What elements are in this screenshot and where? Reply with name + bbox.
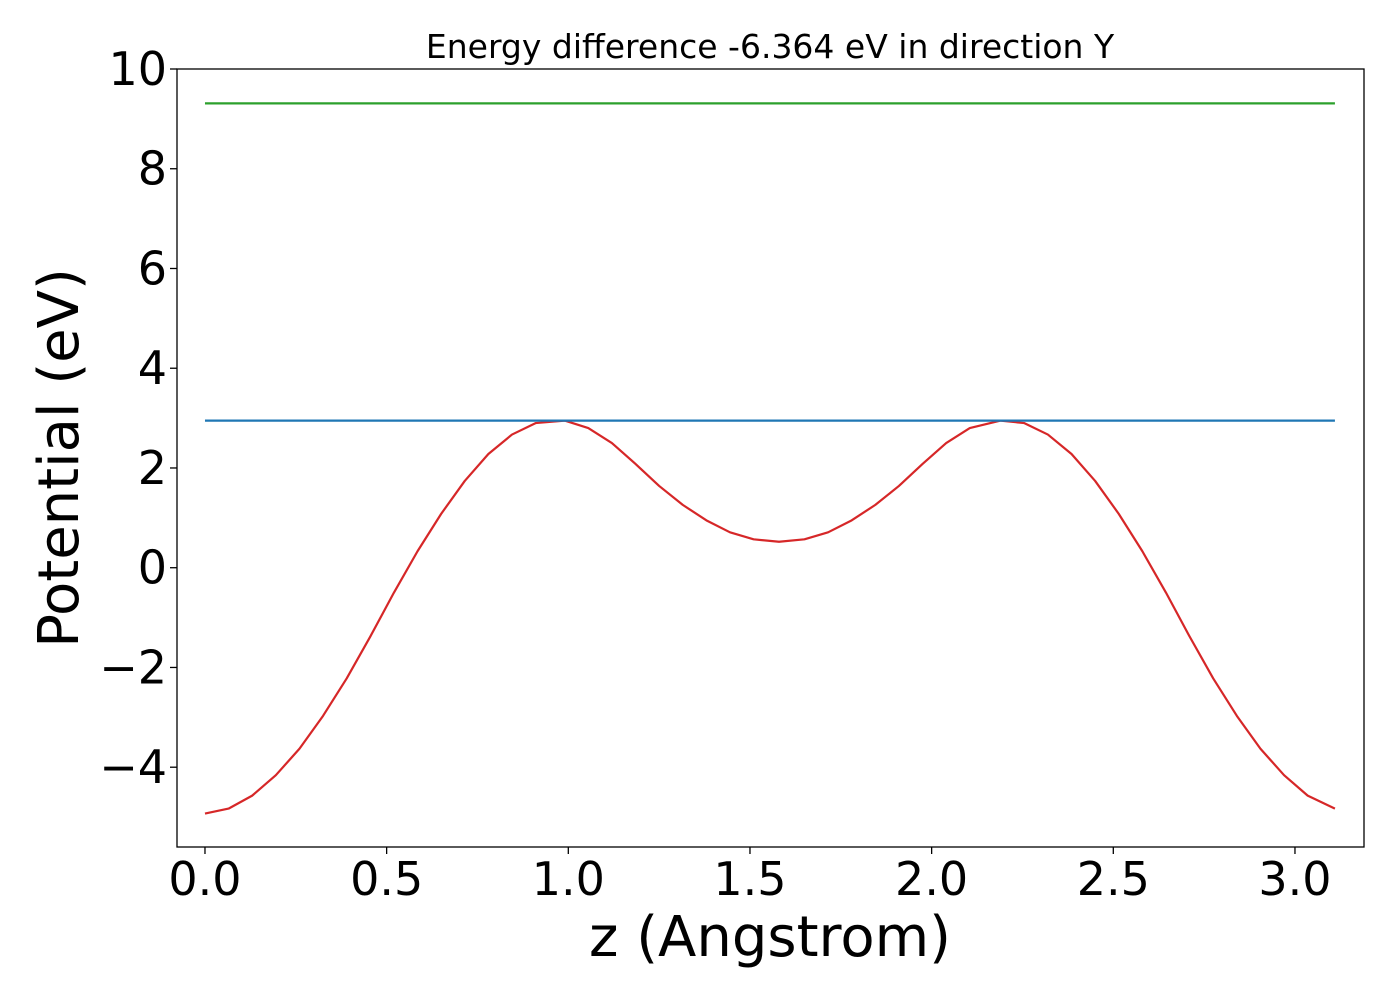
y-tick-label: 4 — [138, 341, 167, 395]
y-tick-label: 10 — [108, 42, 167, 96]
x-tick-label: 0.5 — [350, 852, 423, 906]
plot-area-frame — [176, 68, 1365, 848]
y-axis-ticks: 10 8 6 4 2 0 −2 −4 — [99, 42, 177, 794]
y-tick-label: −4 — [99, 740, 167, 794]
x-axis-ticks: 0.0 0.5 1.0 1.5 2.0 2.5 3.0 — [168, 847, 1332, 906]
y-tick-label: 6 — [138, 241, 167, 295]
x-axis-label: z (Angstrom) — [589, 905, 951, 970]
y-tick-label: 8 — [138, 142, 167, 196]
x-tick-label: 1.5 — [713, 852, 786, 906]
x-tick-label: 3.0 — [1258, 852, 1331, 906]
series-layer — [204, 102, 1336, 815]
y-axis-label: Potential (eV) — [27, 268, 92, 648]
x-tick-label: 1.0 — [532, 852, 605, 906]
y-tick-label: −2 — [99, 640, 167, 694]
x-tick-label: 2.0 — [895, 852, 968, 906]
y-tick-label: 2 — [138, 441, 167, 495]
x-tick-label: 2.5 — [1077, 852, 1150, 906]
y-tick-label: 0 — [138, 541, 167, 595]
chart-title: Energy difference -6.364 eV in direction… — [426, 27, 1115, 66]
x-tick-label: 0.0 — [168, 852, 241, 906]
series-line-0 — [204, 419, 1336, 815]
